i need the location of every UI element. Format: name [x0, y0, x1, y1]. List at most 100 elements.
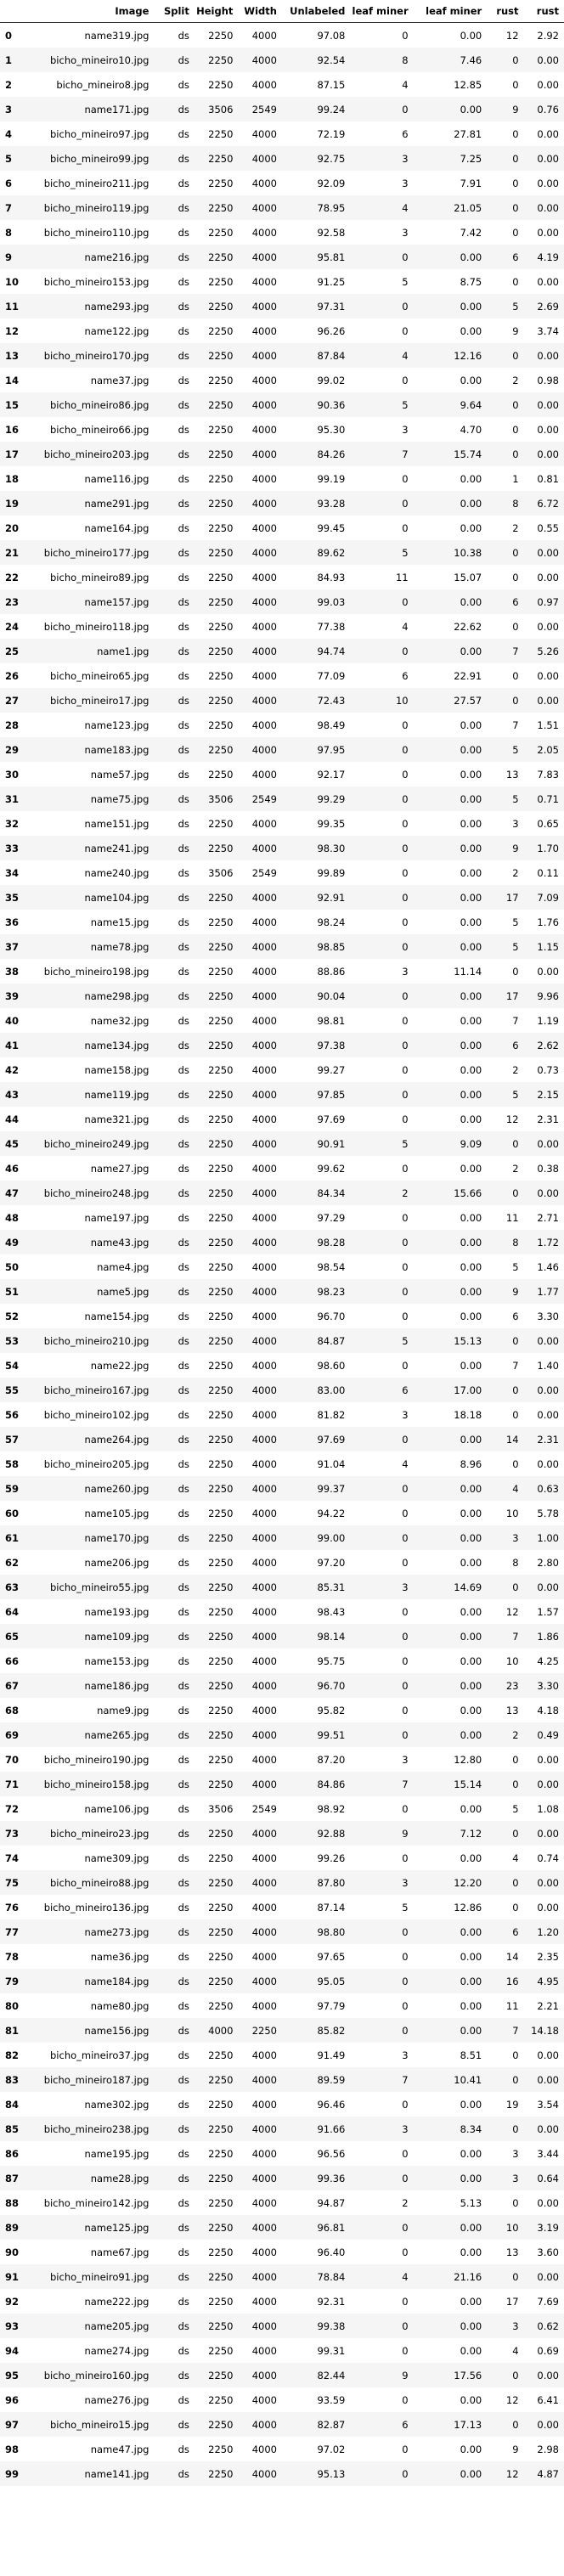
row-index: 78 [5, 1950, 20, 1963]
rust-pct-cell: 4.25 [537, 1654, 559, 1667]
rust-pct-cell: 0.00 [537, 1753, 559, 1766]
split-cell: ds [178, 916, 189, 928]
split-cell: ds [154, 1230, 195, 1254]
table-row: 2 bicho_mineiro8.jpg ds 2250 4000 87.15 4 12.85… [0, 72, 564, 97]
row-index: 68 [5, 1704, 20, 1716]
image-cell: name291.jpg [35, 491, 155, 516]
unlabeled-cell: 98.30 [281, 836, 351, 860]
rust-pct-cell: 4.19 [523, 245, 564, 269]
leaf-miner-pct-cell: 0.00 [460, 2443, 482, 2455]
rust-pct-cell: 0.00 [523, 2264, 564, 2289]
unlabeled-cell: 96.70 [281, 1673, 351, 1698]
split-cell: ds [178, 1753, 189, 1766]
leaf-miner-pct-cell: 0.00 [413, 1624, 488, 1649]
leaf-miner-count-cell: 9 [350, 1821, 414, 1846]
rust-pct-cell: 0.38 [537, 1162, 559, 1175]
row-index: 21 [0, 540, 36, 565]
unlabeled-cell: 85.82 [281, 2018, 351, 2043]
leaf-miner-pct-cell: 0.00 [413, 294, 488, 318]
leaf-miner-pct-cell: 15.74 [413, 442, 488, 466]
leaf-miner-pct-cell: 0.00 [460, 1260, 482, 1273]
leaf-miner-pct-cell: 0.00 [413, 639, 488, 663]
unlabeled-cell: 93.28 [281, 491, 351, 516]
leaf-miner-pct-cell: 0.00 [413, 885, 488, 910]
table-row: 81 name156.jpg ds 4000 2250 85.82 0 0.00 7 14.18 [0, 2018, 564, 2043]
width-cell: 4000 [238, 491, 282, 516]
height-cell: 2250 [208, 374, 234, 386]
leaf-miner-pct-cell: 0.00 [460, 866, 482, 879]
height-cell: 2250 [208, 719, 234, 731]
image-cell: bicho_mineiro153.jpg [43, 275, 149, 288]
rust-pct-cell: 0.00 [523, 442, 564, 466]
leaf-miner-pct-cell: 0.00 [460, 1654, 482, 1667]
row-index: 12 [5, 324, 20, 337]
height-cell: 2250 [208, 2196, 234, 2209]
image-cell: bicho_mineiro17.jpg [35, 688, 155, 713]
split-cell: ds [154, 1969, 195, 1993]
table-row: 56 bicho_mineiro102.jpg ds 2250 4000 81.82 3 18… [0, 1402, 564, 1427]
unlabeled-cell: 99.03 [281, 589, 351, 614]
rust-pct-cell: 0.00 [537, 1408, 559, 1421]
width-cell: 2250 [238, 2018, 282, 2043]
split-cell: ds [178, 1310, 189, 1322]
rust-pct-cell: 2.69 [523, 294, 564, 318]
unlabeled-cell: 97.08 [317, 29, 346, 42]
rust-count-cell: 3 [487, 1525, 524, 1550]
leaf-miner-count-cell: 5 [350, 1328, 414, 1353]
rust-count-cell: 2 [512, 1162, 519, 1175]
row-index: 55 [0, 1378, 36, 1402]
rust-pct-cell: 0.55 [537, 521, 559, 534]
leaf-miner-pct-cell: 8.34 [413, 2117, 488, 2141]
rust-count-cell: 9 [512, 324, 519, 337]
rust-count-cell: 0 [512, 78, 519, 91]
header-split: Split [154, 0, 195, 23]
width-cell: 4000 [238, 1131, 282, 1156]
image-cell: bicho_mineiro211.jpg [43, 177, 149, 189]
width-cell: 4000 [251, 1507, 277, 1519]
width-cell: 4000 [238, 1722, 282, 1747]
height-cell: 2250 [208, 2147, 234, 2160]
rust-count-cell: 0 [512, 965, 519, 978]
table-row: 8 bicho_mineiro110.jpg ds 2250 4000 92.58 3 7.4… [0, 220, 564, 245]
unlabeled-cell: 99.26 [317, 1852, 346, 1864]
rust-pct-cell: 0.00 [537, 620, 559, 633]
table-row: 1 bicho_mineiro10.jpg ds 2250 4000 92.54 8 7.46… [0, 48, 564, 72]
height-cell: 2250 [208, 78, 234, 91]
unlabeled-cell: 99.31 [317, 2344, 346, 2357]
table-row: 68 name9.jpg ds 2250 4000 95.82 0 0.00 13 4.18 [0, 1698, 564, 1722]
row-index: 43 [0, 1082, 36, 1107]
table-row: 9 name216.jpg ds 2250 4000 95.81 0 0.00 6 4.19 [0, 245, 564, 269]
height-cell: 2250 [208, 1556, 234, 1569]
split-cell: ds [154, 195, 195, 220]
unlabeled-cell: 92.91 [281, 885, 351, 910]
table-row: 46 name27.jpg ds 2250 4000 99.62 0 0.00 2 0.38 [0, 1156, 564, 1181]
image-cell: name156.jpg [35, 2018, 155, 2043]
width-cell: 4000 [251, 1852, 277, 1864]
unlabeled-cell: 84.86 [281, 1772, 351, 1796]
table-row: 24 bicho_mineiro118.jpg ds 2250 4000 77.38 4 22… [0, 614, 564, 639]
width-cell: 4000 [238, 245, 282, 269]
table-row: 89 name125.jpg ds 2250 4000 96.81 0 0.00 10 3.19 [0, 2215, 564, 2240]
height-cell: 2250 [208, 177, 234, 189]
rust-count-cell: 2 [487, 1722, 524, 1747]
split-cell: ds [154, 2412, 195, 2437]
unlabeled-cell: 99.19 [317, 472, 346, 485]
leaf-miner-pct-cell: 0.00 [413, 491, 488, 516]
height-cell: 2250 [194, 1082, 239, 1107]
table-row: 32 name151.jpg ds 2250 4000 99.35 0 0.00 3 0.65 [0, 811, 564, 836]
width-cell: 4000 [251, 1556, 277, 1569]
split-cell: ds [154, 1624, 195, 1649]
leaf-miner-count-cell: 0 [402, 1260, 409, 1273]
leaf-miner-pct-cell: 0.00 [460, 29, 482, 42]
rust-count-cell: 0 [512, 275, 519, 288]
rust-count-cell: 0 [487, 1181, 524, 1205]
split-cell: ds [178, 1408, 189, 1421]
rust-pct-cell: 0.00 [523, 2412, 564, 2437]
rust-pct-cell: 0.00 [523, 1328, 564, 1353]
rust-count-cell: 5 [487, 1082, 524, 1107]
width-cell: 4000 [238, 639, 282, 663]
rust-pct-cell: 0.00 [537, 423, 559, 436]
leaf-miner-count-cell: 0 [402, 472, 409, 485]
row-index: 50 [5, 1260, 20, 1273]
width-cell: 4000 [238, 1673, 282, 1698]
